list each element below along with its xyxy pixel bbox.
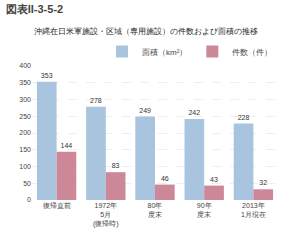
svg-text:150: 150 bbox=[19, 146, 31, 153]
svg-text:46: 46 bbox=[161, 175, 169, 182]
svg-text:83: 83 bbox=[112, 162, 120, 169]
svg-text:80年度末: 80年度末 bbox=[148, 202, 163, 218]
svg-text:200: 200 bbox=[19, 129, 31, 136]
svg-text:件数（件）: 件数（件） bbox=[232, 48, 272, 57]
svg-text:400: 400 bbox=[19, 62, 31, 69]
svg-text:復帰直前: 復帰直前 bbox=[43, 202, 71, 209]
svg-text:1972年5月(復帰時): 1972年5月(復帰時) bbox=[93, 202, 119, 228]
svg-text:250: 250 bbox=[19, 113, 31, 120]
svg-text:50: 50 bbox=[23, 180, 31, 187]
svg-text:350: 350 bbox=[19, 79, 31, 86]
svg-text:300: 300 bbox=[19, 96, 31, 103]
svg-text:353: 353 bbox=[41, 72, 53, 79]
svg-text:32: 32 bbox=[259, 179, 267, 186]
svg-text:90年度末: 90年度末 bbox=[197, 202, 212, 218]
svg-text:249: 249 bbox=[139, 107, 151, 114]
svg-text:278: 278 bbox=[90, 97, 102, 104]
svg-text:2013年1月現在: 2013年1月現在 bbox=[241, 202, 266, 218]
svg-text:228: 228 bbox=[238, 114, 250, 121]
svg-text:43: 43 bbox=[210, 176, 218, 183]
svg-text:0: 0 bbox=[27, 196, 31, 203]
svg-text:144: 144 bbox=[61, 142, 73, 149]
svg-text:図表II-3-5-2: 図表II-3-5-2 bbox=[6, 3, 63, 15]
svg-text:面積（km²）: 面積（km²） bbox=[142, 48, 187, 57]
svg-text:100: 100 bbox=[19, 163, 31, 170]
svg-text:沖縄在日米軍施設・区域（専用施設）の件数および面積の推移: 沖縄在日米軍施設・区域（専用施設）の件数および面積の推移 bbox=[34, 27, 258, 36]
svg-text:242: 242 bbox=[188, 109, 200, 116]
